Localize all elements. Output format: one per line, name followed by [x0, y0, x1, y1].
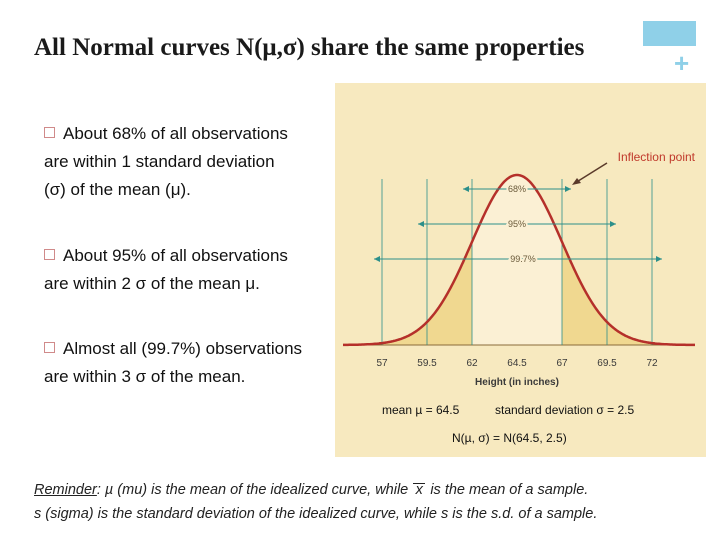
x-tick-label: 59.5	[417, 358, 437, 369]
x-tick-label: 62	[466, 358, 478, 369]
bullet-95: About 95% of all observations are within…	[44, 242, 344, 298]
normal-curve-figure: 68% 95% 99.7% Inflection point 57 59.5 62 6…	[335, 83, 706, 457]
bullet-997-line2: are within 3 σ of the mean.	[44, 367, 246, 386]
inflection-label: Inflection point	[618, 150, 696, 164]
reminder-text: : µ (mu) is the mean of the idealized cu…	[96, 482, 409, 498]
bullet-997: Almost all (99.7%) observations are with…	[44, 335, 344, 391]
bullet-95-line1: About 95% of all observations	[63, 246, 288, 265]
xbar-symbol: x	[412, 482, 426, 498]
arrow-68-right-head	[565, 186, 571, 192]
square-bullet-icon	[44, 249, 55, 260]
arrow-997-right-head	[656, 256, 662, 262]
x-axis-label: Height (in inches)	[475, 377, 559, 388]
x-tick-label: 72	[646, 358, 658, 369]
footer-line1: Reminder: µ (mu) is the mean of the idea…	[34, 482, 714, 498]
bullet-68-line2: are within 1 standard deviation	[44, 152, 275, 171]
square-bullet-icon	[44, 127, 55, 138]
x-tick-label: 57	[376, 358, 388, 369]
label-68: 68%	[508, 184, 526, 194]
page-title: All Normal curves N(μ,σ) share the same …	[34, 34, 585, 61]
x-tick-labels: 57 59.5 62 64.5 67 69.5 72	[376, 358, 658, 369]
label-95: 95%	[508, 219, 526, 229]
reminder-end: is the mean of a sample.	[430, 482, 589, 498]
arrow-68-left-head	[463, 186, 469, 192]
sd-text: standard deviation σ = 2.5	[495, 403, 634, 417]
x-tick-label: 69.5	[597, 358, 617, 369]
reminder-label: Reminder	[34, 482, 97, 498]
bullet-95-line2: are within 2 σ of the mean μ.	[44, 274, 260, 293]
bullet-68-line1: About 68% of all observations	[63, 124, 288, 143]
arrow-997-left-head	[374, 256, 380, 262]
corner-decoration	[643, 21, 696, 46]
sd-guide-lines	[381, 179, 653, 345]
footer-line2: s (sigma) is the standard deviation of t…	[34, 506, 598, 522]
bullet-68: About 68% of all observations are within…	[44, 120, 344, 204]
distribution-text: N(µ, σ) = N(64.5, 2.5)	[452, 431, 567, 445]
xbar-overline	[413, 483, 426, 484]
one-sd-area	[472, 175, 562, 345]
normal-curve-diagram: 68% 95% 99.7% Inflection point 57 59.5 62 6…	[343, 150, 696, 445]
inflection-arrow	[574, 162, 608, 184]
x-tick-label: 64.5	[507, 358, 527, 369]
arrow-95-right-head	[610, 221, 616, 227]
arrow-95-left-head	[418, 221, 424, 227]
square-bullet-icon	[44, 342, 55, 353]
inflection-arrow-head	[572, 178, 581, 185]
x-tick-label: 67	[556, 358, 568, 369]
bullet-997-line1: Almost all (99.7%) observations	[63, 339, 303, 358]
plus-icon: +	[674, 48, 690, 78]
normal-curve	[343, 173, 695, 347]
label-997: 99.7%	[510, 254, 536, 264]
mean-text: mean µ = 64.5	[382, 403, 460, 417]
bullet-68-line3: (σ) of the mean (μ).	[44, 180, 191, 199]
